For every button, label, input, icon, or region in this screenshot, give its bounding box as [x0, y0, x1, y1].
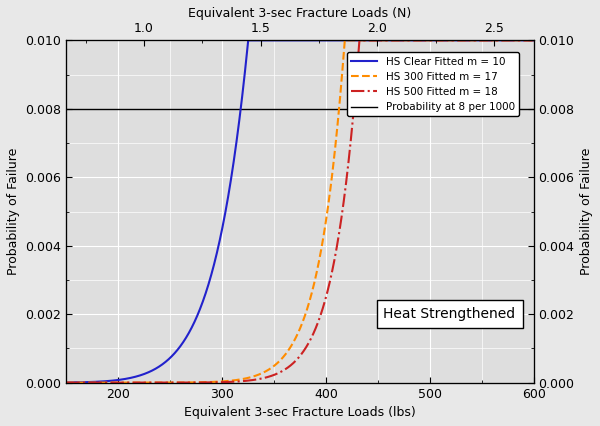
HS Clear Fitted m = 10	[470, 38, 478, 43]
HS Clear Fitted m = 10	[245, 38, 252, 43]
HS 500 Fitted m = 18	[242, 378, 249, 383]
Legend: HS Clear Fitted m = 10, HS 300 Fitted m = 17, HS 500 Fitted m = 18, Probability : HS Clear Fitted m = 10, HS 300 Fitted m …	[347, 52, 519, 116]
HS 300 Fitted m = 17	[262, 369, 269, 374]
HS 500 Fitted m = 18	[262, 375, 269, 380]
HS Clear Fitted m = 10	[262, 38, 269, 43]
HS 500 Fitted m = 18	[356, 38, 363, 43]
HS 300 Fitted m = 17	[242, 376, 249, 381]
HS 500 Fitted m = 18	[521, 38, 528, 43]
HS 300 Fitted m = 17	[470, 38, 478, 43]
HS Clear Fitted m = 10	[530, 38, 537, 43]
HS 300 Fitted m = 17	[63, 380, 70, 385]
HS Clear Fitted m = 10	[521, 38, 528, 43]
HS 300 Fitted m = 17	[530, 38, 537, 43]
X-axis label: Equivalent 3-sec Fracture Loads (N): Equivalent 3-sec Fracture Loads (N)	[188, 7, 412, 20]
Line: HS Clear Fitted m = 10: HS Clear Fitted m = 10	[67, 40, 533, 383]
HS 500 Fitted m = 18	[63, 380, 70, 385]
Y-axis label: Probability of Failure: Probability of Failure	[580, 148, 593, 275]
HS 500 Fitted m = 18	[530, 38, 537, 43]
HS 300 Fitted m = 17	[116, 380, 123, 385]
HS Clear Fitted m = 10	[116, 377, 123, 383]
HS Clear Fitted m = 10	[63, 380, 70, 385]
HS 500 Fitted m = 18	[116, 380, 123, 385]
HS 500 Fitted m = 18	[144, 380, 151, 385]
HS Clear Fitted m = 10	[242, 63, 249, 69]
HS 300 Fitted m = 17	[144, 380, 151, 385]
Line: HS 300 Fitted m = 17: HS 300 Fitted m = 17	[67, 40, 533, 383]
HS 500 Fitted m = 18	[470, 38, 478, 43]
Y-axis label: Probability of Failure: Probability of Failure	[7, 148, 20, 275]
Text: Heat Strengthened: Heat Strengthened	[383, 307, 515, 321]
HS 300 Fitted m = 17	[341, 38, 349, 43]
HS 300 Fitted m = 17	[521, 38, 528, 43]
Line: HS 500 Fitted m = 18: HS 500 Fitted m = 18	[67, 40, 533, 383]
HS Clear Fitted m = 10	[144, 370, 151, 375]
X-axis label: Equivalent 3-sec Fracture Loads (lbs): Equivalent 3-sec Fracture Loads (lbs)	[184, 406, 416, 419]
